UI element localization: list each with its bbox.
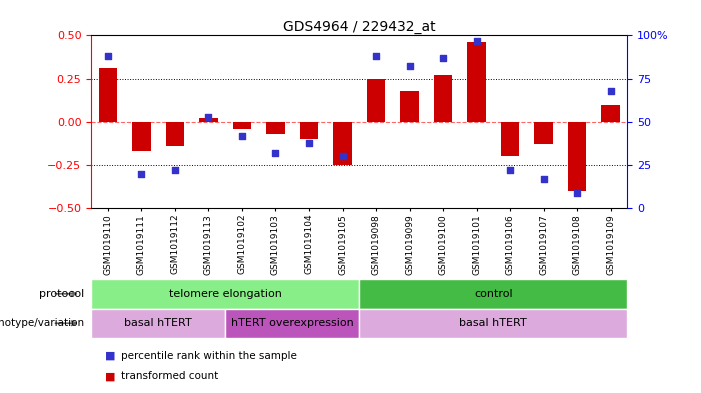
Text: basal hTERT: basal hTERT	[124, 318, 192, 328]
Text: genotype/variation: genotype/variation	[0, 318, 84, 328]
Point	[471, 37, 482, 44]
Bar	[132, 122, 151, 151]
Point	[538, 176, 549, 182]
Text: telomere elongation: telomere elongation	[169, 289, 282, 299]
Bar	[568, 122, 586, 191]
Point	[270, 150, 281, 156]
Text: ■: ■	[105, 351, 116, 361]
Bar	[99, 68, 117, 122]
Bar	[199, 118, 217, 122]
Bar	[400, 91, 418, 122]
Point	[337, 153, 348, 160]
Point	[236, 132, 247, 139]
Point	[605, 88, 616, 94]
Bar	[91, 309, 225, 338]
Bar	[434, 75, 452, 122]
Point	[370, 53, 381, 59]
Bar	[165, 122, 184, 146]
Point	[571, 189, 583, 196]
Text: ■: ■	[105, 371, 116, 381]
Bar	[225, 309, 360, 338]
Bar	[359, 279, 627, 309]
Bar	[300, 122, 318, 139]
Point	[203, 114, 214, 120]
Text: percentile rank within the sample: percentile rank within the sample	[121, 351, 297, 361]
Point	[102, 53, 114, 59]
Bar	[367, 79, 386, 122]
Bar	[359, 309, 627, 338]
Point	[437, 55, 449, 61]
Point	[136, 171, 147, 177]
Text: control: control	[474, 289, 512, 299]
Text: hTERT overexpression: hTERT overexpression	[231, 318, 353, 328]
Title: GDS4964 / 229432_at: GDS4964 / 229432_at	[283, 20, 435, 34]
Point	[170, 167, 181, 173]
Bar	[333, 122, 352, 165]
Point	[304, 140, 315, 146]
Bar	[534, 122, 553, 144]
Bar	[266, 122, 285, 134]
Text: basal hTERT: basal hTERT	[459, 318, 527, 328]
Bar	[501, 122, 519, 156]
Bar	[91, 279, 359, 309]
Bar	[233, 122, 251, 129]
Bar	[601, 105, 620, 122]
Text: transformed count: transformed count	[121, 371, 218, 381]
Point	[505, 167, 516, 173]
Point	[404, 63, 415, 70]
Bar	[468, 42, 486, 122]
Text: protocol: protocol	[39, 289, 84, 299]
